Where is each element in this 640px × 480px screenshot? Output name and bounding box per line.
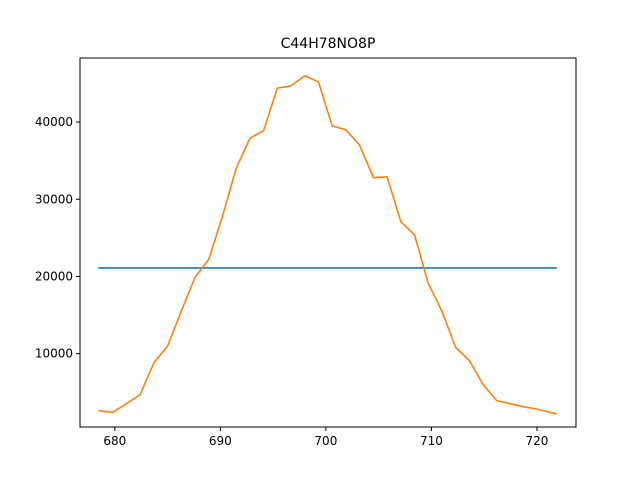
- y-tick-label-1: 20000: [35, 269, 73, 283]
- x-tick-label-3: 710: [420, 434, 443, 448]
- plot-frame: [79, 57, 577, 428]
- x-axis: 680 690 700 710 720: [103, 427, 548, 448]
- y-tick-label-3: 40000: [35, 115, 73, 129]
- series-layer: [98, 74, 557, 415]
- chart-title: C44H78NO8P: [281, 36, 376, 52]
- x-tick-label-1: 690: [209, 434, 232, 448]
- y-tick-label-2: 30000: [35, 192, 73, 206]
- x-tick-label-2: 700: [314, 434, 337, 448]
- x-tick-label-0: 680: [103, 434, 126, 448]
- x-tick-label-4: 720: [526, 434, 549, 448]
- y-axis: 10000 20000 30000 40000: [35, 115, 80, 361]
- y-tick-label-0: 10000: [35, 347, 73, 361]
- series-line-1: [98, 74, 557, 415]
